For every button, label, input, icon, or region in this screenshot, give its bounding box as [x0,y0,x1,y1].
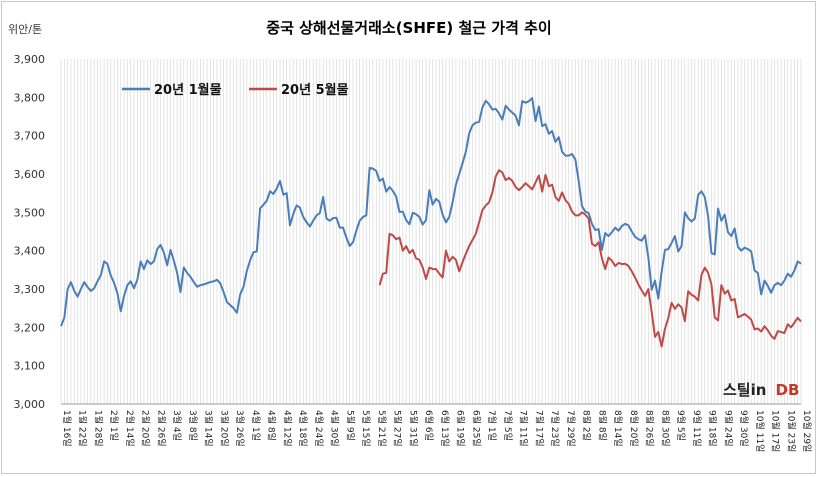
x-tick-label: 4월 24일 [313,410,325,447]
chart-title: 중국 상해선물거래소(SHFE) 철근 가격 추이 [266,19,551,37]
x-tick-label: 9월 18일 [707,410,719,447]
x-tick-label: 4월 8일 [266,410,278,441]
x-tick-label: 8월 2일 [581,410,593,441]
x-tick-label: 10월 23일 [785,410,797,452]
x-tick-label: 8월 26일 [644,410,656,447]
x-tick-label: 9월 30일 [738,410,750,447]
y-tick-label: 3,200 [14,321,46,334]
x-tick-label: 6월 25일 [470,410,482,447]
x-tick-label: 7월 11일 [518,410,530,447]
grid-lines [60,59,802,405]
y-axis-ticks: 3,000 3,100 3,200 3,300 3,400 3,500 3,600 3,700… [14,53,46,411]
x-tick-label: 5월 21일 [376,410,388,447]
svg-text:스틸in DB: 스틸in DB [723,380,799,399]
x-tick-label: 7월 5일 [502,410,514,441]
y-tick-label: 3,900 [14,53,46,66]
x-tick-label: 3월 26일 [234,410,246,447]
x-tick-label: 4월 30일 [329,410,341,447]
x-tick-label: 5월 31일 [407,410,419,447]
watermark-logo: 스틸in DB [723,380,799,399]
x-tick-label: 5월 9일 [344,410,356,441]
watermark-db: DB [776,381,800,399]
legend-label-series-2: 20년 5월물 [281,82,349,98]
x-tick-label: 3월 14일 [203,410,215,447]
x-tick-label: 3월 20일 [218,410,230,447]
x-tick-label: 1월 16일 [61,410,73,447]
y-tick-label: 3,500 [14,206,46,219]
x-tick-label: 3월 4일 [171,410,183,441]
series-line-1 [60,97,802,327]
x-tick-label: 1월 22일 [77,410,89,447]
y-tick-label: 3,600 [14,168,46,181]
x-tick-label: 5월 15일 [360,410,372,447]
x-tick-label: 8월 20일 [628,410,640,447]
x-axis-ticks: 1월 16일 1월 22일 1월 28일 2월 1일 2월 14일 2월 20일 2월 26… [61,410,813,452]
x-tick-label: 10월 11일 [754,410,766,452]
x-tick-label: 4월 18일 [297,410,309,447]
y-tick-label: 3,800 [14,91,46,104]
x-tick-label: 7월 17일 [533,410,545,447]
x-tick-label: 9월 11일 [691,410,703,447]
y-tick-label: 3,700 [14,130,46,143]
y-axis-unit: 위안/톤 [8,23,42,36]
x-tick-label: 8월 8일 [596,410,608,441]
x-tick-label: 4월 12일 [281,410,293,447]
watermark-text: 스틸in [723,381,766,399]
y-tick-label: 3,000 [14,398,46,411]
x-tick-label: 2월 14일 [124,410,136,447]
series-lines [60,97,802,348]
series-line-2 [378,169,802,348]
x-tick-label: 10월 29일 [801,410,813,452]
x-tick-label: 4월 1일 [250,410,262,441]
legend: 20년 1월물 20년 5월물 [122,82,349,98]
x-tick-label: 9월 24일 [722,410,734,447]
x-tick-label: 2월 20일 [140,410,152,447]
x-tick-label: 6월 19일 [455,410,467,447]
x-tick-label: 10월 17일 [770,410,782,452]
y-tick-label: 3,400 [14,245,46,258]
x-tick-label: 8월 30일 [659,410,671,447]
x-tick-label: 3월 8일 [187,410,199,441]
x-tick-label: 1월 28일 [93,410,105,447]
x-tick-label: 2월 26일 [156,410,168,447]
x-tick-label: 6월 6일 [423,410,435,441]
x-tick-label: 2월 1일 [108,410,120,441]
x-tick-label: 7월 23일 [549,410,561,447]
x-tick-label: 5월 27일 [392,410,404,447]
x-tick-label: 7월 29일 [565,410,577,447]
x-tick-label: 6월 13일 [439,410,451,447]
x-tick-label: 7월 1일 [486,410,498,441]
y-tick-label: 3,300 [14,283,46,296]
x-tick-label: 9월 5일 [675,410,687,441]
y-tick-label: 3,100 [14,360,46,373]
legend-label-series-1: 20년 1월물 [154,82,222,98]
x-tick-label: 8월 14일 [612,410,624,447]
